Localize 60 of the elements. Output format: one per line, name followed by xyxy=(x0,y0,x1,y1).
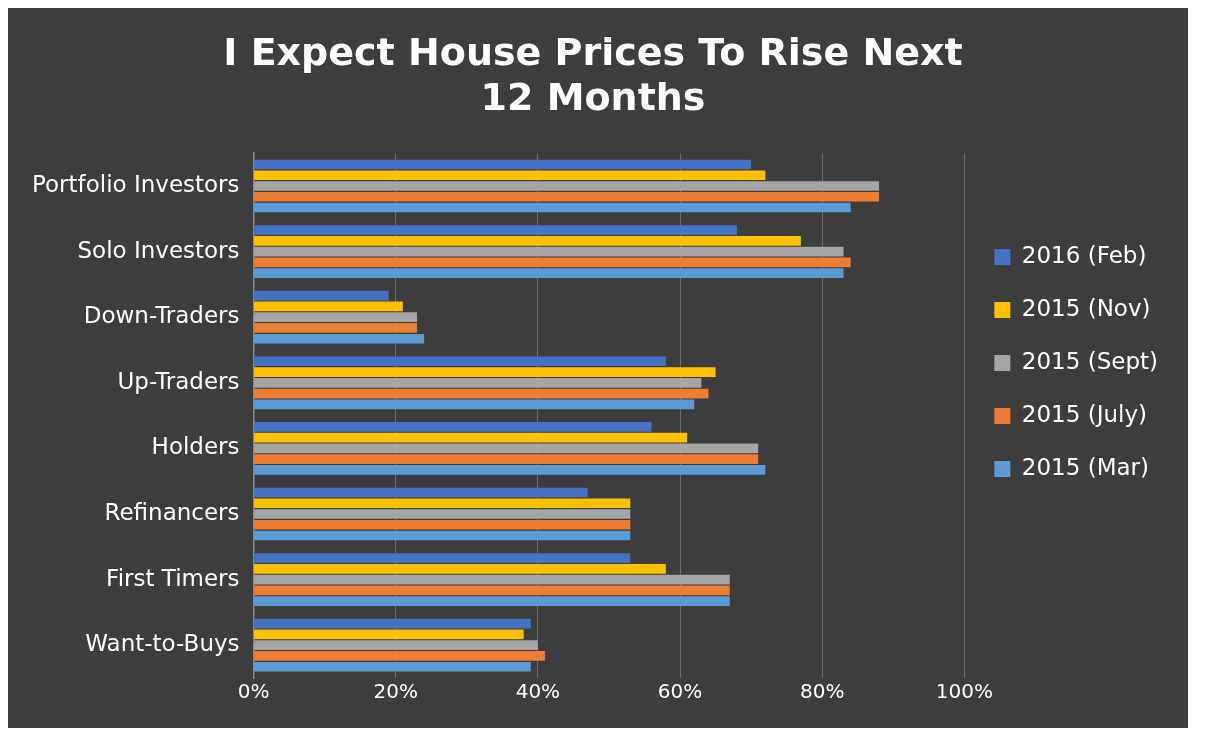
bar xyxy=(254,530,631,541)
bar xyxy=(254,564,666,574)
legend-label: 2015 (Sept) xyxy=(1021,347,1159,374)
bar xyxy=(254,422,652,432)
bar xyxy=(254,202,851,213)
bar xyxy=(254,399,695,410)
bar xyxy=(254,246,844,257)
bar xyxy=(254,225,737,235)
bar xyxy=(254,443,759,454)
bar xyxy=(254,618,531,629)
bar xyxy=(254,553,631,563)
bar xyxy=(254,388,709,399)
bar xyxy=(254,465,766,475)
y-tick-label: Up-Traders xyxy=(117,367,240,394)
bar xyxy=(254,487,588,498)
bar xyxy=(254,257,851,268)
y-tick-label: Holders xyxy=(151,433,240,460)
x-tick-label: 80% xyxy=(799,679,845,704)
y-tick-label: Want-to-Buys xyxy=(85,630,240,657)
x-tick-label: 0% xyxy=(237,679,270,704)
bar xyxy=(254,498,631,509)
bar xyxy=(254,323,418,333)
bar xyxy=(254,454,759,464)
bar xyxy=(254,377,702,388)
y-tick-label: Refinancers xyxy=(104,498,240,525)
x-tick-label: 20% xyxy=(373,679,418,704)
legend-label: 2015 (July) xyxy=(1021,400,1147,427)
y-tick-label: Portfolio Investors xyxy=(32,170,240,197)
bar xyxy=(254,356,666,367)
legend-label: 2015 (Nov) xyxy=(1021,294,1151,321)
legend-label: 2016 (Feb) xyxy=(1021,241,1147,268)
x-tick-label: 60% xyxy=(657,679,703,704)
bar xyxy=(254,170,766,181)
x-tick-label: 40% xyxy=(515,679,561,704)
bar xyxy=(254,181,880,191)
y-tick-label: Down-Traders xyxy=(83,302,240,329)
x-tick-label: 100% xyxy=(935,679,993,704)
bar xyxy=(254,367,716,377)
bar xyxy=(254,268,844,278)
bar xyxy=(254,333,425,344)
bar xyxy=(254,312,418,323)
bar xyxy=(254,191,880,202)
bar xyxy=(254,519,631,530)
bar xyxy=(254,585,730,596)
y-tick-label: Solo Investors xyxy=(77,236,240,263)
bar xyxy=(254,290,389,301)
bar xyxy=(254,432,688,443)
bar xyxy=(254,651,545,661)
legend-label: 2015 (Mar) xyxy=(1021,453,1150,480)
bar xyxy=(254,236,801,246)
bar xyxy=(254,596,730,606)
bar xyxy=(254,159,752,170)
y-tick-label: First Timers xyxy=(106,564,240,591)
bar xyxy=(254,661,531,672)
bar xyxy=(254,509,631,519)
bar xyxy=(254,574,730,585)
bar xyxy=(254,629,524,640)
chart-title: I Expect House Prices To Rise Next 12 Months xyxy=(223,29,963,120)
bar xyxy=(254,640,538,651)
bar xyxy=(254,301,403,312)
